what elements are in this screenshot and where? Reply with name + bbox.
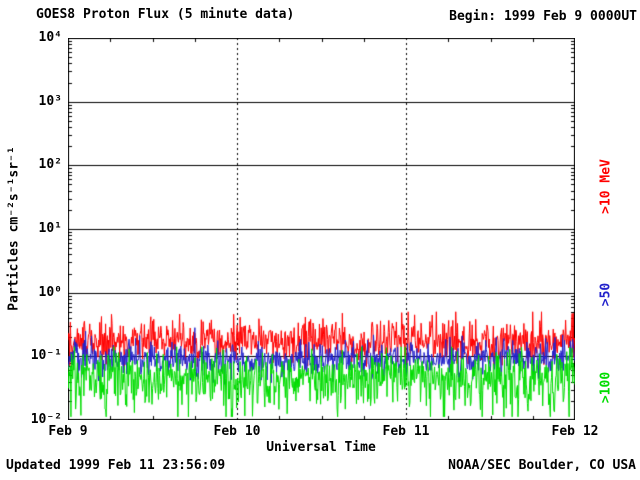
- series-label-gt50: >50: [598, 282, 614, 307]
- x-tick-label: Feb 12: [551, 424, 599, 439]
- begin-time-label: Begin: 1999 Feb 9 0000UT: [449, 9, 637, 24]
- x-tick-label: Feb 11: [382, 424, 430, 439]
- y-tick-label: 10⁴: [38, 30, 62, 45]
- x-tick-label: Feb 10: [213, 424, 261, 439]
- x-axis-title: Universal Time: [266, 440, 376, 455]
- updated-timestamp: Updated 1999 Feb 11 23:56:09: [6, 458, 226, 473]
- x-tick-label: Feb 9: [48, 424, 88, 439]
- y-tick-label: 10⁰: [38, 284, 62, 300]
- series-label-gt100: >100: [598, 371, 614, 404]
- series-label-gt10mev: >10 MeV: [598, 159, 614, 214]
- chart-title: GOES8 Proton Flux (5 minute data): [36, 7, 295, 22]
- y-tick-label: 10¹: [38, 221, 62, 236]
- y-axis-title: Particles cm⁻²s⁻¹sr⁻¹: [6, 146, 22, 311]
- y-tick-label: 10³: [38, 93, 62, 109]
- plot-canvas: [68, 38, 575, 420]
- credit-label: NOAA/SEC Boulder, CO USA: [448, 458, 636, 473]
- y-tick-label: 10²: [38, 157, 62, 173]
- y-tick-label: 10⁻²: [30, 412, 62, 427]
- y-tick-label: 10⁻¹: [30, 348, 62, 364]
